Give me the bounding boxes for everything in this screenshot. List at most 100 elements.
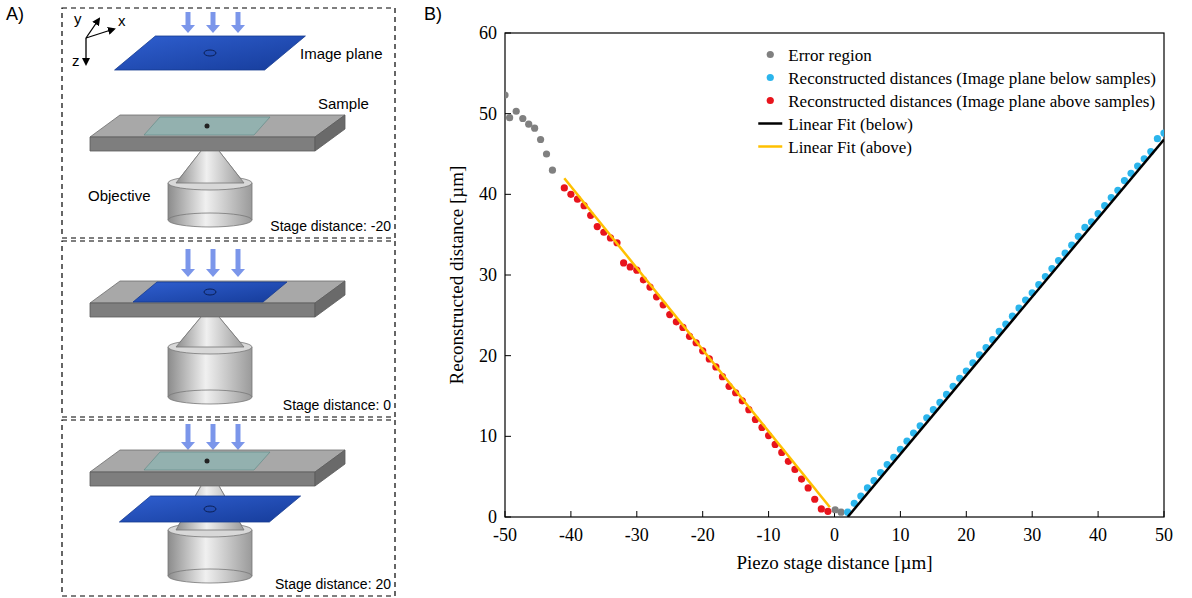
- light-arrow: [236, 249, 241, 270]
- x-tick-label: -40: [559, 525, 583, 545]
- fit-line: [564, 178, 830, 507]
- x-tick: [636, 511, 637, 517]
- y-tick: [505, 517, 511, 518]
- y-tick-label: 10: [479, 426, 497, 446]
- light-arrow: [186, 249, 191, 270]
- x-tick-label: -20: [691, 525, 715, 545]
- data-point: [837, 509, 844, 516]
- legend-label: Linear Fit (below): [788, 115, 913, 134]
- data-point: [531, 125, 538, 132]
- figure: A)xyzImage planeSampleObjectiveStage dis…: [0, 0, 1192, 598]
- panel-a: xyzImage planeSampleObjectiveStage dista…: [62, 8, 395, 596]
- light-arrow-head: [181, 25, 195, 33]
- light-arrow: [211, 12, 216, 26]
- slide-side: [315, 281, 345, 317]
- x-tick: [1032, 511, 1033, 517]
- light-arrow-head: [231, 442, 245, 450]
- data-point: [620, 259, 627, 266]
- stage-label: Stage distance: 20: [275, 576, 391, 592]
- x-axis-title: Piezo stage distance [µm]: [736, 552, 932, 573]
- diagram-label: Objective: [88, 187, 151, 204]
- data-point: [506, 114, 513, 121]
- objective-edge: [252, 183, 253, 220]
- legend-key: [758, 122, 782, 125]
- dashed-frame: [62, 420, 395, 596]
- y-axis-title: Reconstructed distance [µm]: [446, 166, 467, 385]
- light-arrow-head: [206, 25, 220, 33]
- image-plane: [119, 496, 300, 522]
- plane-feature: [204, 506, 216, 512]
- diagram-label: Image plane: [300, 45, 383, 62]
- x-tick-label: 20: [957, 525, 975, 545]
- dashed-frame: [62, 8, 395, 238]
- slide-top: [90, 450, 345, 472]
- x-tick-label: -10: [757, 525, 781, 545]
- light-arrow-head: [231, 25, 245, 33]
- data-point: [811, 496, 818, 503]
- panel-label: B): [424, 4, 442, 24]
- y-tick: [505, 194, 511, 195]
- data-point: [567, 191, 574, 198]
- light-arrow: [211, 249, 216, 270]
- light-arrow: [186, 12, 191, 26]
- plane-feature: [204, 50, 216, 56]
- axis-arrow: [85, 38, 86, 64]
- stage-label: Stage distance: 0: [283, 397, 391, 413]
- y-tick-label: 30: [479, 265, 497, 285]
- legend-key: [767, 51, 774, 58]
- x-tick: [900, 511, 901, 517]
- y-tick-label: 50: [479, 104, 497, 124]
- objective-edge: [168, 530, 169, 576]
- legend-label: Linear Fit (above): [788, 138, 912, 157]
- data-point: [537, 136, 544, 143]
- slide-side: [315, 450, 345, 486]
- x-tick: [1164, 511, 1165, 517]
- light-arrow: [211, 424, 216, 443]
- sample-block: [144, 452, 270, 470]
- y-tick: [505, 33, 511, 34]
- y-tick: [505, 355, 511, 356]
- objective-body: [168, 347, 252, 397]
- legend-label: Reconstructed distances (Image plane bel…: [788, 69, 1156, 88]
- sample-feature: [205, 459, 210, 464]
- x-tick: [702, 511, 703, 517]
- image-plane: [133, 282, 287, 302]
- y-tick-label: 0: [488, 507, 497, 527]
- x-tick-label: -50: [493, 525, 517, 545]
- sample-block: [144, 117, 270, 135]
- x-tick-label: 30: [1023, 525, 1041, 545]
- data-point: [824, 508, 831, 515]
- x-tick-label: 0: [830, 525, 839, 545]
- x-tick-label: -30: [625, 525, 649, 545]
- image-plane: [115, 36, 306, 70]
- x-tick-label: 50: [1155, 525, 1173, 545]
- objective-edge: [168, 183, 169, 220]
- legend-label: Reconstructed distances (Image plane abo…: [788, 92, 1155, 111]
- objective-edge: [252, 347, 253, 397]
- data-area: [505, 92, 1164, 517]
- x-tick: [966, 511, 967, 517]
- dashed-frame: [62, 241, 395, 417]
- objective-cone: [176, 317, 244, 347]
- x-tick: [570, 511, 571, 517]
- y-tick: [505, 113, 511, 114]
- legend-key: [767, 97, 774, 104]
- data-point: [549, 167, 556, 174]
- light-arrow-head: [206, 269, 220, 277]
- fit-line: [848, 139, 1164, 517]
- data-point: [505, 92, 509, 99]
- axis-arrow: [86, 19, 99, 38]
- slide-top: [90, 281, 345, 303]
- data-point: [818, 505, 825, 512]
- slide-front: [90, 472, 315, 486]
- light-arrow: [186, 424, 191, 443]
- y-tick-label: 40: [479, 184, 497, 204]
- slide-front: [90, 303, 315, 317]
- data-point: [525, 121, 532, 128]
- objective-bottom: [168, 213, 252, 227]
- panel-label: A): [6, 4, 24, 24]
- objective-cone: [176, 151, 244, 183]
- light-arrow-head: [181, 442, 195, 450]
- axis-letter: z: [72, 52, 80, 69]
- x-tick-label: 40: [1089, 525, 1107, 545]
